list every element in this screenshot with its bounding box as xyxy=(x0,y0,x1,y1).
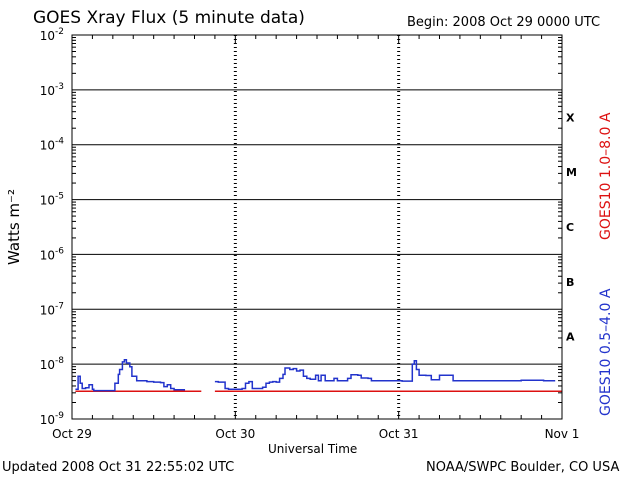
flare-class-label: C xyxy=(566,221,574,234)
series-short-line xyxy=(214,360,556,390)
y-tick-exponent: -7 xyxy=(55,301,64,311)
flare-class-label: B xyxy=(566,276,574,289)
y-tick-base: 10 xyxy=(40,303,55,317)
plot-frame xyxy=(71,34,563,420)
y-tick-exponent: -5 xyxy=(55,192,64,202)
y-tick-exponent: -9 xyxy=(55,411,64,421)
updated-timestamp: Updated 2008 Oct 31 22:55:02 UTC xyxy=(2,460,235,475)
x-tick-label: Oct 31 xyxy=(379,427,419,441)
begin-time: Begin: 2008 Oct 29 0000 UTC xyxy=(407,15,601,30)
y-tick-base: 10 xyxy=(40,358,55,372)
y-tick-exponent: -6 xyxy=(55,246,64,256)
y-tick-label: 10-5 xyxy=(40,192,64,208)
flare-class-label: A xyxy=(566,331,575,344)
flare-class-labels: X M C B A xyxy=(566,111,577,343)
y-axis-label-text: Watts m⁻² xyxy=(5,189,23,265)
y-tick-exponent: -8 xyxy=(55,356,64,366)
y-tick-base: 10 xyxy=(40,29,55,43)
source-credit: NOAA/SWPC Boulder, CO USA xyxy=(426,460,620,475)
series-layer xyxy=(75,359,562,393)
series-short-line xyxy=(75,359,186,392)
x-axis-label: Universal Time xyxy=(268,442,358,456)
y-tick-label: 10-8 xyxy=(40,356,65,372)
chart-title: GOES Xray Flux (5 minute data) xyxy=(33,8,305,28)
y-tick-exponent: -3 xyxy=(55,82,64,92)
x-tick-label: Oct 29 xyxy=(52,427,92,441)
y-tick-label: 10-3 xyxy=(40,82,64,98)
y-tick-label: 10-7 xyxy=(40,301,64,317)
grid xyxy=(72,35,562,419)
y-tick-labels: 10-910-810-710-610-510-410-310-2 xyxy=(40,27,65,427)
y-tick-label: 10-4 xyxy=(40,137,65,153)
flare-class-label: M xyxy=(566,166,577,179)
y-axis-label: Watts m⁻² xyxy=(5,189,23,265)
y-tick-base: 10 xyxy=(40,84,55,98)
legend-short-channel: GOES10 0.5–4.0 A xyxy=(598,288,614,416)
y-tick-base: 10 xyxy=(40,248,55,262)
y-tick-label: 10-2 xyxy=(40,27,64,43)
flare-class-label: X xyxy=(566,111,575,124)
legend-long-channel: GOES10 1.0–8.0 A xyxy=(598,112,614,240)
x-tick-label: Nov 1 xyxy=(545,427,580,441)
y-tick-base: 10 xyxy=(40,194,55,208)
plot-border xyxy=(71,34,563,420)
x-tick-label: Oct 30 xyxy=(215,427,255,441)
x-tick-labels: Oct 29 Oct 30 Oct 31 Nov 1 xyxy=(52,427,579,441)
y-tick-label: 10-6 xyxy=(40,246,65,262)
y-tick-exponent: -4 xyxy=(55,137,64,147)
y-tick-label: 10-9 xyxy=(40,411,65,427)
y-tick-base: 10 xyxy=(40,413,55,427)
y-tick-exponent: -2 xyxy=(55,27,64,37)
y-tick-base: 10 xyxy=(40,139,55,153)
